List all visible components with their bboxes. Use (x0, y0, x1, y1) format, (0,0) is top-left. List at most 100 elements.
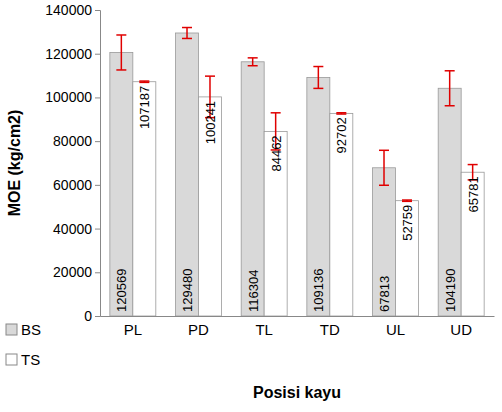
error-stem (121, 35, 123, 70)
y-tick: 20000 (53, 264, 100, 280)
data-label: 84462 (269, 135, 284, 171)
x-tick: TL (255, 316, 273, 338)
plot-area: 0 20000 40000 60000 80000 100000 120000 140000 P… (45, 2, 494, 338)
data-label: 100241 (203, 101, 218, 144)
error-cap (445, 70, 455, 72)
error-cap (248, 65, 258, 67)
x-axis: PL PD TL TD UL UD (101, 316, 495, 338)
data-label: 65781 (466, 176, 481, 212)
bar (330, 113, 353, 316)
x-tick: UL (386, 316, 405, 338)
error-cap (182, 38, 192, 40)
error-bar (248, 58, 258, 66)
error-cap (379, 185, 389, 187)
y-tick-label: 20000 (53, 264, 92, 280)
error-cap (271, 112, 281, 114)
y-axis-title: MOE (kg/cm2) (6, 110, 23, 217)
y-tick: 0 (84, 308, 100, 324)
error-cap (116, 34, 126, 36)
marks (110, 28, 484, 316)
error-stem (449, 71, 451, 106)
error-bar (336, 113, 346, 114)
x-tick: PL (124, 316, 142, 338)
error-stem (318, 67, 320, 89)
y-tick: 80000 (53, 133, 100, 149)
y-tick-mark (95, 10, 100, 11)
data-label: 104190 (443, 269, 458, 312)
bar (438, 88, 461, 316)
y-tick: 120000 (45, 46, 100, 62)
y-tick-mark (95, 185, 100, 186)
error-cap (248, 57, 258, 59)
y-tick-label: 80000 (53, 133, 92, 149)
y-tick-label: 100000 (45, 89, 92, 105)
data-label: 107187 (137, 86, 152, 129)
error-cap (205, 75, 215, 77)
bar (461, 172, 484, 316)
bar (199, 97, 222, 316)
error-cap (336, 112, 346, 114)
error-cap (182, 27, 192, 29)
error-bar (379, 150, 389, 185)
error-cap (445, 105, 455, 107)
y-tick: 100000 (45, 89, 100, 105)
error-cap (379, 150, 389, 152)
error-cap (336, 113, 346, 115)
y-tick-mark (95, 97, 100, 98)
bar (264, 131, 287, 316)
y-tick-label: 60000 (53, 177, 92, 193)
x-tick-label: UD (450, 321, 472, 338)
series-bs (110, 28, 461, 316)
bar (396, 201, 419, 316)
error-stem (252, 58, 254, 66)
error-cap (313, 66, 323, 68)
y-axis: 0 20000 40000 60000 80000 100000 120000 140000 (45, 2, 100, 324)
legend-swatch (6, 324, 17, 335)
y-tick-label: 120000 (45, 46, 92, 62)
data-label: 92702 (334, 117, 349, 153)
x-tick-label: PL (124, 321, 142, 338)
legend: BS TS (6, 321, 41, 368)
y-tick-label: 0 (84, 308, 92, 324)
x-tick-label: TD (320, 321, 340, 338)
x-tick-label: TL (255, 321, 273, 338)
error-bar (139, 81, 149, 82)
x-tick: TD (320, 316, 340, 338)
error-cap (139, 80, 149, 82)
data-label: 116304 (246, 270, 261, 312)
y-tick: 40000 (53, 221, 100, 237)
error-cap (402, 201, 412, 203)
y-axis-line (95, 11, 101, 317)
y-tick-mark (95, 141, 100, 142)
bar (110, 52, 133, 316)
bar (133, 82, 156, 316)
bar (241, 62, 264, 316)
data-label: 120569 (114, 269, 129, 312)
legend-item: TS (6, 351, 40, 368)
y-tick-mark (95, 229, 100, 230)
y-tick-mark (95, 272, 100, 273)
y-tick-mark (95, 54, 100, 55)
y-tick: 60000 (53, 177, 100, 193)
legend-label: TS (21, 351, 40, 368)
y-tick-label: 40000 (53, 221, 92, 237)
error-bar (313, 67, 323, 89)
error-bar (116, 35, 126, 70)
legend-swatch (6, 354, 17, 365)
x-tick: UD (450, 316, 472, 338)
x-tick-label: PD (188, 321, 209, 338)
bar (373, 168, 396, 316)
error-stem (383, 150, 385, 185)
x-axis-line (101, 316, 495, 317)
data-label: 67813 (377, 276, 392, 312)
error-stem (186, 28, 188, 39)
error-bar (402, 200, 412, 201)
legend-label: BS (21, 321, 41, 338)
bar (176, 33, 199, 316)
y-tick: 140000 (45, 2, 100, 18)
data-label: 52759 (400, 205, 415, 241)
error-cap (139, 82, 149, 84)
error-cap (116, 69, 126, 71)
y-tick-mark (95, 316, 100, 317)
x-tick-label: UL (386, 321, 405, 338)
